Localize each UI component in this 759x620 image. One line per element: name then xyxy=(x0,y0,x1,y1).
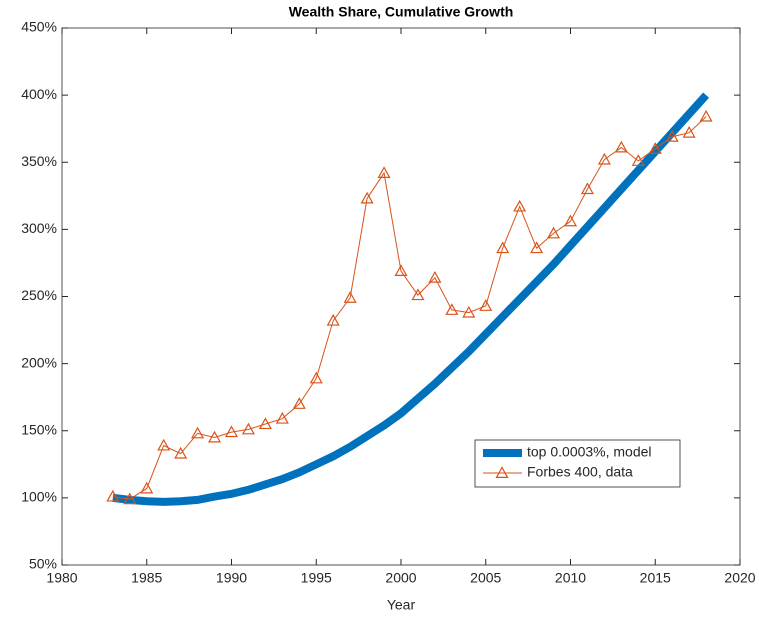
y-tick-label: 450% xyxy=(21,19,57,35)
y-tick-label: 350% xyxy=(21,153,57,169)
x-tick-label: 2010 xyxy=(555,570,586,586)
marker xyxy=(309,371,323,384)
marker xyxy=(580,182,594,195)
marker xyxy=(123,492,137,505)
y-tick-label: 400% xyxy=(21,86,57,102)
marker xyxy=(191,426,205,439)
legend-label: top 0.0003%, model xyxy=(527,444,652,460)
x-tick-label: 2015 xyxy=(640,570,671,586)
marker xyxy=(140,481,154,494)
marker xyxy=(614,140,628,153)
marker xyxy=(428,270,442,283)
marker xyxy=(343,291,357,303)
x-tick-label: 1990 xyxy=(216,570,247,586)
marker xyxy=(648,142,662,154)
marker xyxy=(275,411,289,424)
marker xyxy=(411,288,425,301)
marker xyxy=(563,214,578,227)
marker xyxy=(462,305,476,318)
x-tick-label: 1980 xyxy=(46,570,77,586)
marker xyxy=(665,130,679,142)
marker xyxy=(292,397,306,409)
marker xyxy=(682,125,696,138)
marker xyxy=(699,109,713,122)
y-tick-label: 200% xyxy=(21,354,57,370)
y-tick-label: 150% xyxy=(21,421,57,437)
x-tick-label: 2000 xyxy=(385,570,416,586)
marker xyxy=(394,264,408,276)
model-line xyxy=(112,92,710,506)
marker xyxy=(106,489,120,502)
marker xyxy=(547,226,561,239)
y-tick-label: 250% xyxy=(21,287,57,303)
x-tick-label: 1985 xyxy=(131,570,162,586)
marker xyxy=(597,152,611,165)
marker xyxy=(631,154,645,166)
marker xyxy=(258,417,272,430)
marker xyxy=(326,313,340,326)
x-axis-label: Year xyxy=(387,597,416,613)
marker xyxy=(241,422,255,435)
x-tick-label: 2005 xyxy=(470,570,501,586)
marker xyxy=(360,191,374,204)
marker xyxy=(530,241,544,254)
x-tick-label: 2020 xyxy=(724,570,755,586)
y-tick-label: 100% xyxy=(21,489,57,505)
legend-label: Forbes 400, data xyxy=(527,464,633,480)
legend-marker xyxy=(495,466,509,478)
marker xyxy=(208,430,222,443)
legend-box xyxy=(474,439,681,488)
marker xyxy=(377,166,391,178)
marker xyxy=(513,199,527,212)
marker xyxy=(224,425,239,438)
x-tick-label: 1995 xyxy=(301,570,332,586)
marker xyxy=(496,241,510,254)
marker xyxy=(157,438,171,451)
marker xyxy=(479,299,493,311)
y-tick-label: 300% xyxy=(21,220,57,236)
marker xyxy=(445,303,459,315)
marker xyxy=(174,446,188,459)
chart-title: Wealth Share, Cumulative Growth xyxy=(289,4,514,20)
y-tick-label: 50% xyxy=(29,556,57,572)
